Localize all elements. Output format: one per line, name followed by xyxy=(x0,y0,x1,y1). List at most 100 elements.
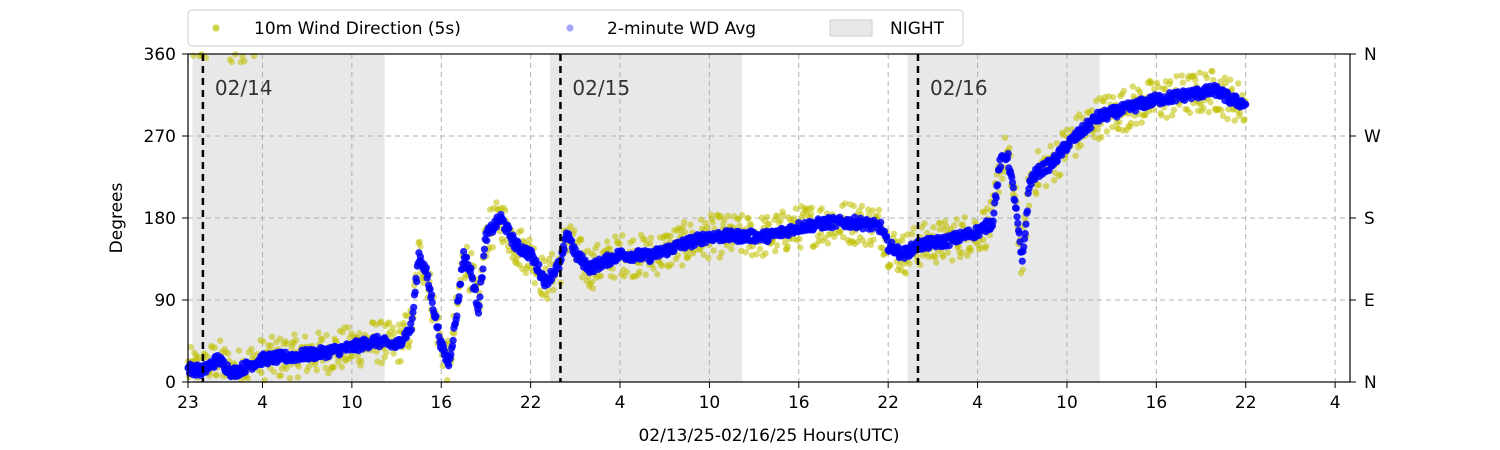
wind-direction-5s-point xyxy=(1227,76,1234,83)
wind-direction-5s-point xyxy=(1138,119,1145,126)
x-tick-label-1: 4 xyxy=(257,393,268,413)
wind-direction-5s-point xyxy=(716,254,724,261)
wind-direction-5s-point xyxy=(267,342,275,349)
wind-direction-5s-point xyxy=(902,270,909,277)
wind-direction-5s-point xyxy=(1170,106,1178,114)
wind-direction-5s-point xyxy=(283,365,290,372)
wd-avg-2min-point xyxy=(462,253,471,262)
y2-axis-ticks: N E S W N xyxy=(1350,45,1381,393)
wd-avg-2min-point xyxy=(432,312,440,320)
wind-direction-5s-point xyxy=(646,240,654,247)
wind-direction-5s-point xyxy=(590,252,598,259)
wd-avg-2min-point xyxy=(992,194,1000,202)
wind-direction-5s-point xyxy=(1025,202,1033,209)
wd-avg-2min-point xyxy=(1065,142,1073,150)
wind-direction-5s-point xyxy=(681,228,689,236)
wind-direction-5s-point xyxy=(597,272,605,280)
wd-avg-2min-point xyxy=(1011,196,1019,205)
wind-direction-5s-point xyxy=(687,221,694,228)
x-tick-label-8: 22 xyxy=(877,393,899,413)
wind-direction-5s-point xyxy=(936,226,943,233)
wind-direction-5s-point xyxy=(906,260,913,267)
legend-patch-2 xyxy=(829,19,873,37)
wind-direction-5s-point xyxy=(942,222,950,230)
wind-direction-5s-point xyxy=(1161,85,1169,92)
wind-direction-5s-point xyxy=(772,247,779,255)
wind-direction-5s-point xyxy=(1173,73,1180,80)
wind-direction-5s-point xyxy=(879,244,886,252)
wind-direction-5s-point xyxy=(544,295,551,302)
wind-direction-5s-point xyxy=(1019,266,1027,273)
wind-direction-5s-point xyxy=(642,271,649,278)
wind-direction-5s-point xyxy=(867,241,875,249)
wind-direction-5s-point xyxy=(1042,182,1050,190)
wind-direction-5s-point xyxy=(1158,112,1165,119)
wd-avg-2min-point xyxy=(1020,243,1028,251)
wind-direction-5s-point xyxy=(869,207,876,214)
wind-direction-5s-point xyxy=(980,236,987,244)
wind-direction-5s-point xyxy=(1178,72,1186,79)
wind-direction-5s-point xyxy=(1224,115,1231,123)
wd-avg-2min-point xyxy=(447,350,455,359)
legend-label-0: 10m Wind Direction (5s) xyxy=(254,19,461,39)
wind-direction-5s-point xyxy=(545,255,553,263)
wind-direction-5s-point xyxy=(1047,142,1054,150)
y2-tick-label-3: W xyxy=(1364,127,1381,147)
x-tick-label-13: 4 xyxy=(1330,393,1341,413)
wd-avg-2min-point xyxy=(1013,213,1021,221)
wd-avg-2min-point xyxy=(424,271,432,279)
wd-avg-2min-point xyxy=(468,275,477,283)
wind-direction-5s-point xyxy=(753,251,760,258)
wd-avg-2min-point xyxy=(560,246,568,254)
wind-direction-5s-point xyxy=(910,224,918,232)
wind-direction-5s-point xyxy=(862,241,869,248)
wind-direction-5s-point xyxy=(756,245,764,253)
wd-avg-2min-point xyxy=(1020,235,1029,243)
wind-direction-5s-point xyxy=(313,366,320,374)
wd-avg-2min-point xyxy=(474,309,483,317)
wind-direction-5s-point xyxy=(439,362,446,370)
wd-avg-2min-point xyxy=(241,368,249,376)
wind-direction-5s-point xyxy=(1186,109,1194,117)
wind-direction-5s-point xyxy=(1222,79,1229,87)
legend-marker-0 xyxy=(212,24,220,32)
wind-direction-5s-point xyxy=(383,349,390,356)
wind-direction-5s-point xyxy=(967,247,975,254)
wind-direction-5s-point xyxy=(542,265,549,272)
wind-direction-5s-point xyxy=(315,329,322,336)
wind-direction-5s-point xyxy=(594,241,601,248)
wind-direction-5s-point xyxy=(890,230,898,237)
wind-direction-5s-point xyxy=(679,223,687,231)
y2-tick-label-1: E xyxy=(1364,291,1375,311)
x-axis-label: 02/13/25-02/16/25 Hours(UTC) xyxy=(638,426,899,446)
wind-direction-5s-point xyxy=(356,330,363,337)
wind-direction-5s-point xyxy=(1133,120,1140,128)
wind-direction-5s-point xyxy=(318,336,326,343)
wind-direction-5s-point xyxy=(1072,152,1079,159)
wind-direction-5s-point xyxy=(797,244,804,251)
wd-avg-2min-point xyxy=(408,315,416,323)
wd-avg-2min-point xyxy=(1022,220,1030,228)
wind-direction-5s-point xyxy=(338,363,345,371)
wd-avg-2min-point xyxy=(434,323,442,331)
wind-direction-5s-point xyxy=(1063,126,1070,134)
wd-avg-2min-point xyxy=(1021,229,1029,238)
wind-direction-5s-point xyxy=(385,319,393,326)
wind-direction-5s-point xyxy=(1179,79,1187,86)
wind-direction-5s-point xyxy=(1034,148,1042,155)
x-axis-ticks: 23 4 10 16 22 4 10 16 22 4 10 16 22 4 xyxy=(177,382,1341,413)
wd-avg-2min-point xyxy=(460,247,468,256)
wind-direction-5s-point xyxy=(780,211,787,219)
wind-direction-5s-point xyxy=(1221,74,1229,81)
wind-direction-5s-point xyxy=(578,273,586,281)
wind-direction-5s-point xyxy=(1033,190,1040,198)
wind-direction-5s-point xyxy=(949,257,956,264)
wind-direction-5s-point xyxy=(550,286,557,294)
wind-direction-5s-point xyxy=(870,236,877,243)
x-tick-label-7: 16 xyxy=(788,393,810,413)
y2-tick-label-2: S xyxy=(1364,209,1375,229)
wind-direction-5s-point xyxy=(636,268,643,275)
legend-label-2: NIGHT xyxy=(890,19,945,39)
wind-direction-5s-point xyxy=(958,249,966,257)
wd-avg-2min-point xyxy=(457,280,465,288)
